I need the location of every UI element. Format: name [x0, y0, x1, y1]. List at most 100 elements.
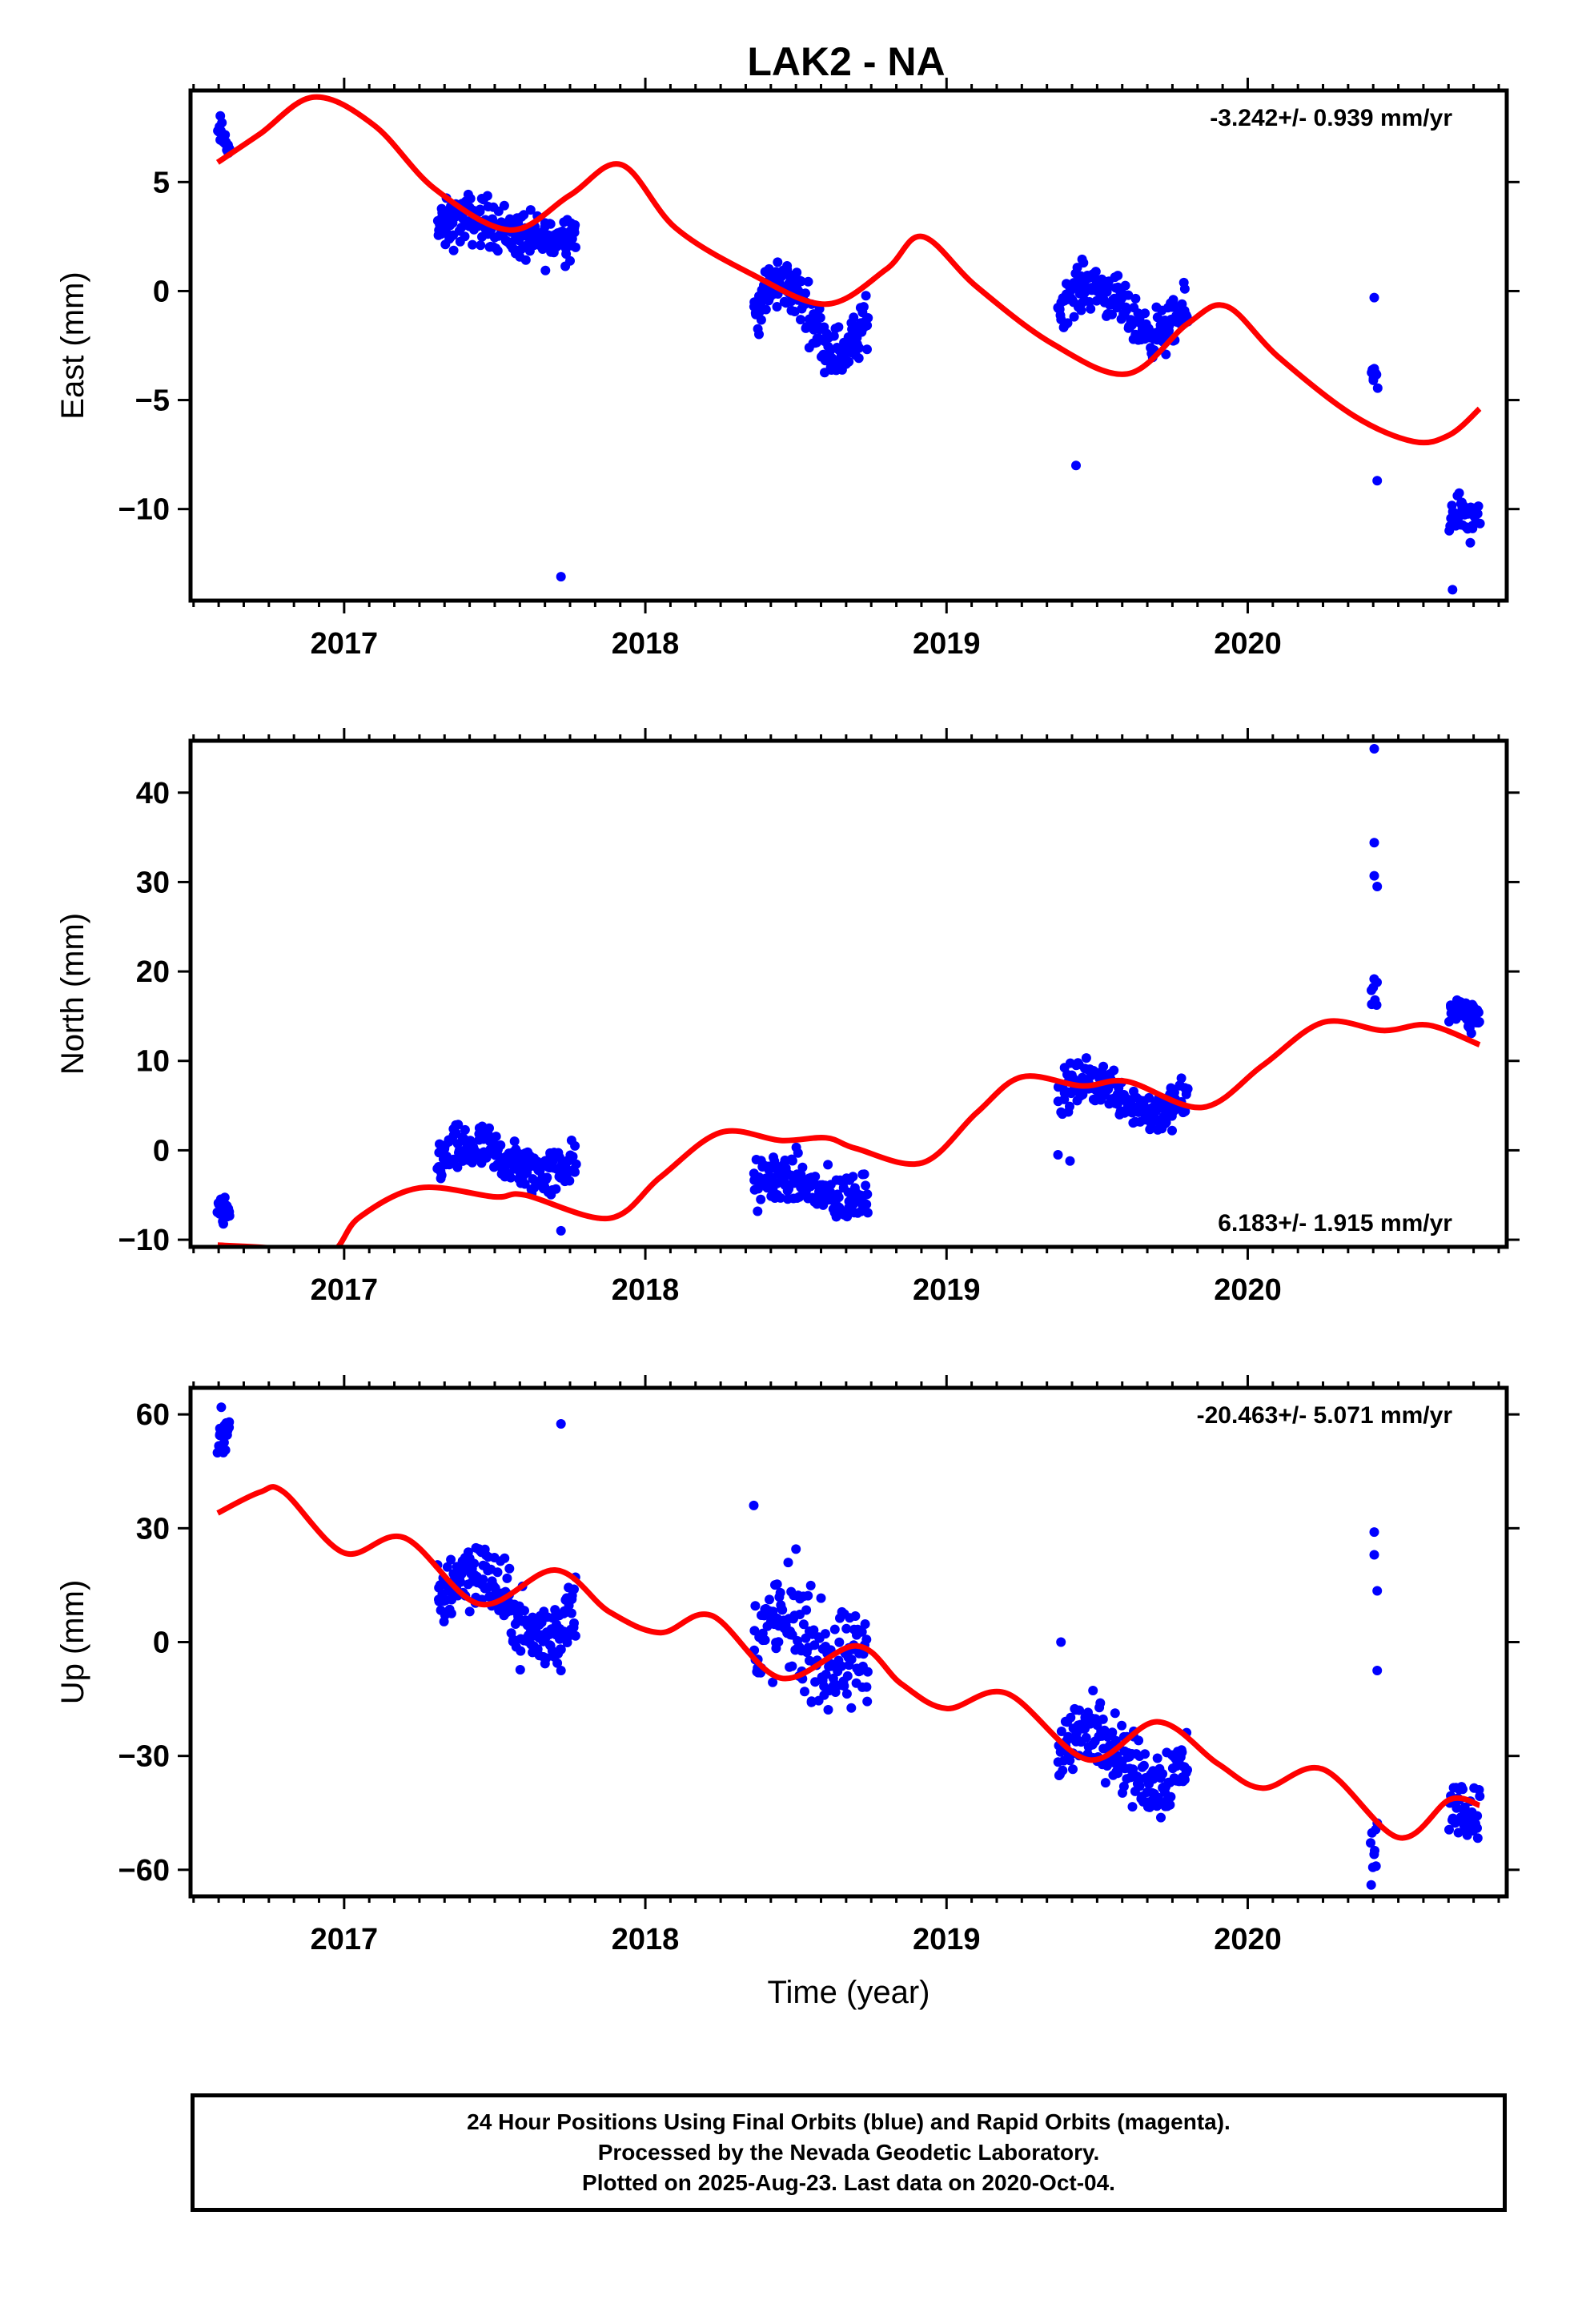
data-point — [216, 1402, 227, 1413]
data-point — [798, 1619, 809, 1630]
data-point — [442, 1562, 452, 1572]
data-point — [1458, 1784, 1468, 1795]
data-point — [1156, 1812, 1166, 1823]
panel-up: 2017 2018 2019 2020 −60 −30 0 30 60 Up (mm) Time (… — [55, 1375, 1520, 2010]
data-point — [787, 1661, 797, 1671]
y-axis-label: Up (mm) — [55, 1580, 90, 1705]
data-point — [464, 1606, 475, 1617]
data-point — [810, 1172, 821, 1182]
observations-east — [213, 111, 1485, 595]
data-point — [775, 1192, 785, 1203]
data-point — [1371, 369, 1382, 380]
data-point — [862, 1208, 873, 1218]
data-point — [773, 257, 783, 267]
data-point — [1465, 537, 1476, 548]
data-point — [436, 1170, 447, 1180]
data-point — [478, 1574, 488, 1585]
data-point — [1140, 308, 1150, 319]
y-tick-label: −10 — [118, 1224, 170, 1257]
observations-north — [212, 744, 1484, 1236]
data-point — [1098, 1061, 1109, 1072]
data-point — [1134, 1735, 1144, 1746]
data-point-outlier — [1369, 292, 1379, 303]
data-point — [515, 1665, 525, 1675]
data-point — [760, 1635, 770, 1645]
data-point — [482, 191, 492, 201]
y-tick-label: 10 — [136, 1045, 170, 1079]
data-point — [1472, 509, 1483, 519]
x-axis-label: Time (year) — [768, 1975, 930, 2010]
data-point — [1167, 1125, 1177, 1136]
data-point — [861, 1634, 872, 1645]
data-point-outlier — [556, 572, 566, 582]
data-point — [460, 1124, 470, 1135]
plot-frame — [188, 1385, 1509, 1899]
data-point — [821, 1669, 831, 1679]
y-tick-label: 30 — [136, 1512, 170, 1546]
data-point-outlier — [1071, 460, 1081, 471]
data-point — [1081, 1732, 1091, 1743]
data-point — [1444, 1824, 1454, 1835]
data-point — [460, 231, 470, 242]
data-point — [448, 245, 459, 255]
data-point — [1086, 304, 1096, 314]
data-point-outlier — [749, 1500, 759, 1510]
data-point — [1056, 1727, 1066, 1736]
data-point — [492, 246, 503, 256]
data-point — [552, 1658, 563, 1668]
data-point — [775, 1587, 785, 1598]
data-point — [837, 1661, 847, 1671]
data-point — [1076, 305, 1086, 316]
data-point — [844, 356, 854, 367]
data-point — [1081, 1053, 1091, 1063]
data-point — [793, 1148, 803, 1158]
data-point — [1069, 312, 1079, 322]
footer-line-3: Plotted on 2025-Aug-23. Last data on 202… — [582, 2170, 1115, 2195]
data-point — [854, 343, 865, 353]
data-point — [1112, 1099, 1122, 1109]
data-point — [219, 1437, 229, 1448]
data-point — [859, 1169, 869, 1180]
data-point — [1475, 518, 1485, 529]
data-point — [796, 276, 806, 287]
data-point — [564, 1176, 575, 1186]
rate-annotation: -20.463+/- 5.071 mm/yr — [1197, 1402, 1453, 1429]
data-point — [857, 1626, 867, 1637]
y-tick-label: 40 — [136, 777, 170, 810]
data-point — [1107, 309, 1117, 320]
data-point-outlier — [1369, 744, 1379, 754]
data-point — [773, 1637, 784, 1647]
data-point-outlier — [1056, 1637, 1066, 1647]
data-point — [1179, 283, 1190, 294]
data-point — [1066, 1712, 1076, 1723]
data-point — [1138, 1760, 1149, 1771]
data-point — [504, 1563, 515, 1574]
data-point — [848, 1172, 858, 1182]
data-point — [823, 1160, 833, 1170]
data-point — [219, 1192, 230, 1203]
y-tick-label: 60 — [136, 1398, 170, 1432]
data-point — [1475, 1791, 1485, 1801]
x-tick-label: 2018 — [612, 627, 680, 661]
data-point — [806, 1696, 817, 1707]
data-point — [545, 219, 556, 229]
y-tick-label: 0 — [153, 275, 170, 308]
data-point — [842, 1212, 853, 1222]
x-tick-label: 2018 — [612, 1923, 680, 1956]
y-tick-label: 0 — [153, 1626, 170, 1660]
data-point — [1068, 1764, 1078, 1775]
data-point-outlier — [1372, 1666, 1383, 1675]
data-point — [772, 302, 782, 312]
data-point — [1452, 1803, 1462, 1813]
panel-north: 2017 2018 2019 2020 −10 0 10 20 30 40 North (mm) 6.… — [55, 728, 1520, 1307]
data-point-outlier — [556, 1419, 566, 1429]
data-point — [1177, 1747, 1187, 1757]
data-point-outlier — [1372, 1586, 1383, 1596]
plot-frame — [188, 738, 1509, 1249]
data-point — [756, 315, 766, 325]
data-point — [565, 255, 575, 266]
x-tick-label: 2019 — [913, 1273, 981, 1307]
y-tick-label: 20 — [136, 955, 170, 989]
data-point — [1117, 1720, 1127, 1731]
data-point — [519, 210, 529, 220]
